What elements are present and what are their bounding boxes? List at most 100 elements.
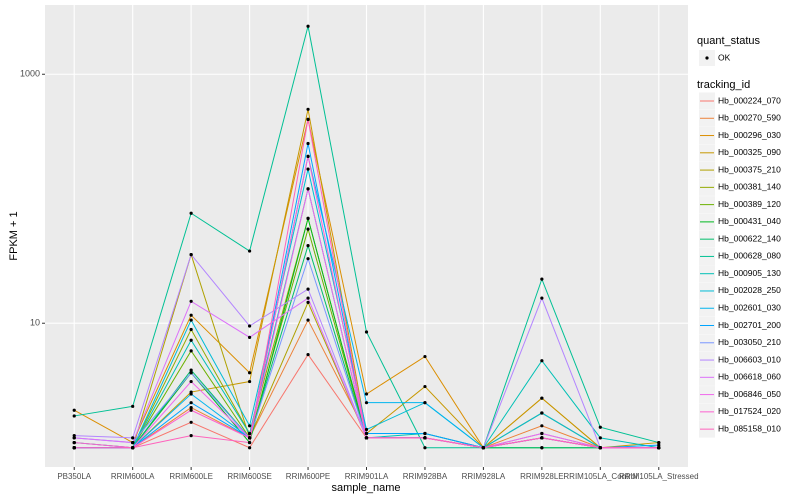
data-point bbox=[540, 446, 544, 450]
data-point bbox=[540, 277, 544, 281]
data-point bbox=[306, 318, 310, 322]
x-tick-label: PB350LA bbox=[57, 472, 91, 481]
legend-label: Hb_003050_210 bbox=[718, 337, 781, 347]
data-point bbox=[540, 411, 544, 415]
data-point bbox=[598, 425, 602, 429]
data-point bbox=[247, 379, 252, 384]
data-point bbox=[423, 354, 427, 359]
legend-label: Hb_000270_590 bbox=[718, 113, 781, 123]
data-point bbox=[189, 392, 193, 396]
data-point bbox=[423, 436, 427, 440]
data-point bbox=[481, 446, 486, 450]
data-point bbox=[306, 352, 310, 357]
data-point bbox=[72, 446, 76, 450]
data-point bbox=[598, 446, 602, 450]
x-tick-label: RRIM105LA_Stressed bbox=[619, 472, 699, 481]
data-point bbox=[657, 443, 661, 447]
data-point bbox=[247, 335, 252, 339]
y-tick-label: 1000 bbox=[20, 69, 40, 79]
data-point bbox=[364, 431, 369, 436]
data-point bbox=[189, 252, 193, 257]
data-point bbox=[306, 296, 310, 300]
legend-label: Hb_085158_010 bbox=[718, 423, 781, 433]
data-point bbox=[423, 401, 427, 405]
legend-point bbox=[705, 56, 709, 60]
data-point bbox=[189, 408, 193, 412]
data-point bbox=[364, 330, 369, 334]
legend-label: Hb_002601_030 bbox=[718, 302, 781, 312]
data-point bbox=[247, 431, 252, 436]
data-point bbox=[306, 187, 310, 191]
legend-label: Hb_000431_040 bbox=[718, 216, 781, 226]
x-tick-label: RRIM901LA bbox=[345, 472, 389, 481]
data-point bbox=[189, 371, 193, 375]
data-point bbox=[189, 420, 193, 424]
x-tick-label: RRIM600SE bbox=[227, 472, 271, 481]
data-point bbox=[189, 379, 193, 384]
data-point bbox=[247, 249, 252, 253]
data-point bbox=[306, 244, 310, 248]
data-point bbox=[189, 406, 193, 410]
legend-label: Hb_006846_050 bbox=[718, 389, 781, 399]
legend-label: OK bbox=[718, 52, 731, 62]
data-point bbox=[306, 154, 310, 158]
legend-label: Hb_006603_010 bbox=[718, 354, 781, 364]
data-point bbox=[306, 257, 310, 261]
data-point bbox=[306, 117, 310, 121]
data-point bbox=[540, 424, 544, 428]
data-point bbox=[306, 227, 310, 231]
data-point bbox=[364, 392, 369, 396]
data-point bbox=[540, 431, 544, 436]
data-point bbox=[657, 446, 661, 450]
legend-label: Hb_017524_020 bbox=[718, 406, 781, 416]
legend-title: tracking_id bbox=[697, 79, 750, 91]
data-point bbox=[189, 434, 193, 438]
data-point bbox=[131, 436, 135, 440]
legend-label: Hb_000224_070 bbox=[718, 95, 781, 105]
data-point bbox=[189, 368, 193, 372]
data-point bbox=[598, 436, 602, 440]
data-point bbox=[189, 349, 193, 353]
x-axis-title: sample_name bbox=[331, 482, 400, 494]
legend-label: Hb_000628_080 bbox=[718, 251, 781, 261]
data-point bbox=[189, 318, 193, 322]
data-point bbox=[306, 24, 310, 28]
data-point bbox=[247, 436, 252, 440]
x-tick-label: RRIM600PE bbox=[286, 472, 330, 481]
legend-label: Hb_000905_130 bbox=[718, 268, 781, 278]
legend-label: Hb_006618_060 bbox=[718, 372, 781, 382]
x-tick-label: RRIM928LE bbox=[520, 472, 564, 481]
legend-label: Hb_000381_140 bbox=[718, 182, 781, 192]
legend-label: Hb_000622_140 bbox=[718, 233, 781, 243]
data-point bbox=[540, 396, 544, 400]
data-point bbox=[247, 440, 252, 445]
data-point bbox=[364, 436, 369, 440]
data-point bbox=[72, 414, 76, 418]
data-point bbox=[131, 404, 135, 408]
data-point bbox=[540, 359, 544, 363]
data-point bbox=[306, 107, 310, 111]
data-point bbox=[306, 216, 310, 221]
data-point bbox=[423, 384, 427, 389]
data-point bbox=[247, 424, 252, 428]
data-point bbox=[189, 338, 193, 342]
legend-title: quant_status bbox=[697, 35, 760, 47]
x-tick-label: RRIM600LE bbox=[169, 472, 213, 481]
data-point bbox=[131, 440, 135, 445]
data-point bbox=[189, 211, 193, 215]
data-point bbox=[657, 440, 661, 445]
data-point bbox=[72, 440, 76, 445]
data-point bbox=[306, 167, 310, 171]
data-point bbox=[131, 446, 135, 450]
x-tick-label: RRIM928LA bbox=[462, 472, 506, 481]
legend-label: Hb_002028_250 bbox=[718, 285, 781, 295]
data-point bbox=[306, 300, 310, 304]
data-point bbox=[364, 427, 369, 432]
legend-label: Hb_000325_090 bbox=[718, 147, 781, 157]
data-point bbox=[306, 141, 310, 146]
data-point bbox=[189, 313, 193, 317]
x-tick-label: RRIM928BA bbox=[403, 472, 448, 481]
data-point bbox=[540, 436, 544, 440]
data-point bbox=[423, 446, 427, 450]
